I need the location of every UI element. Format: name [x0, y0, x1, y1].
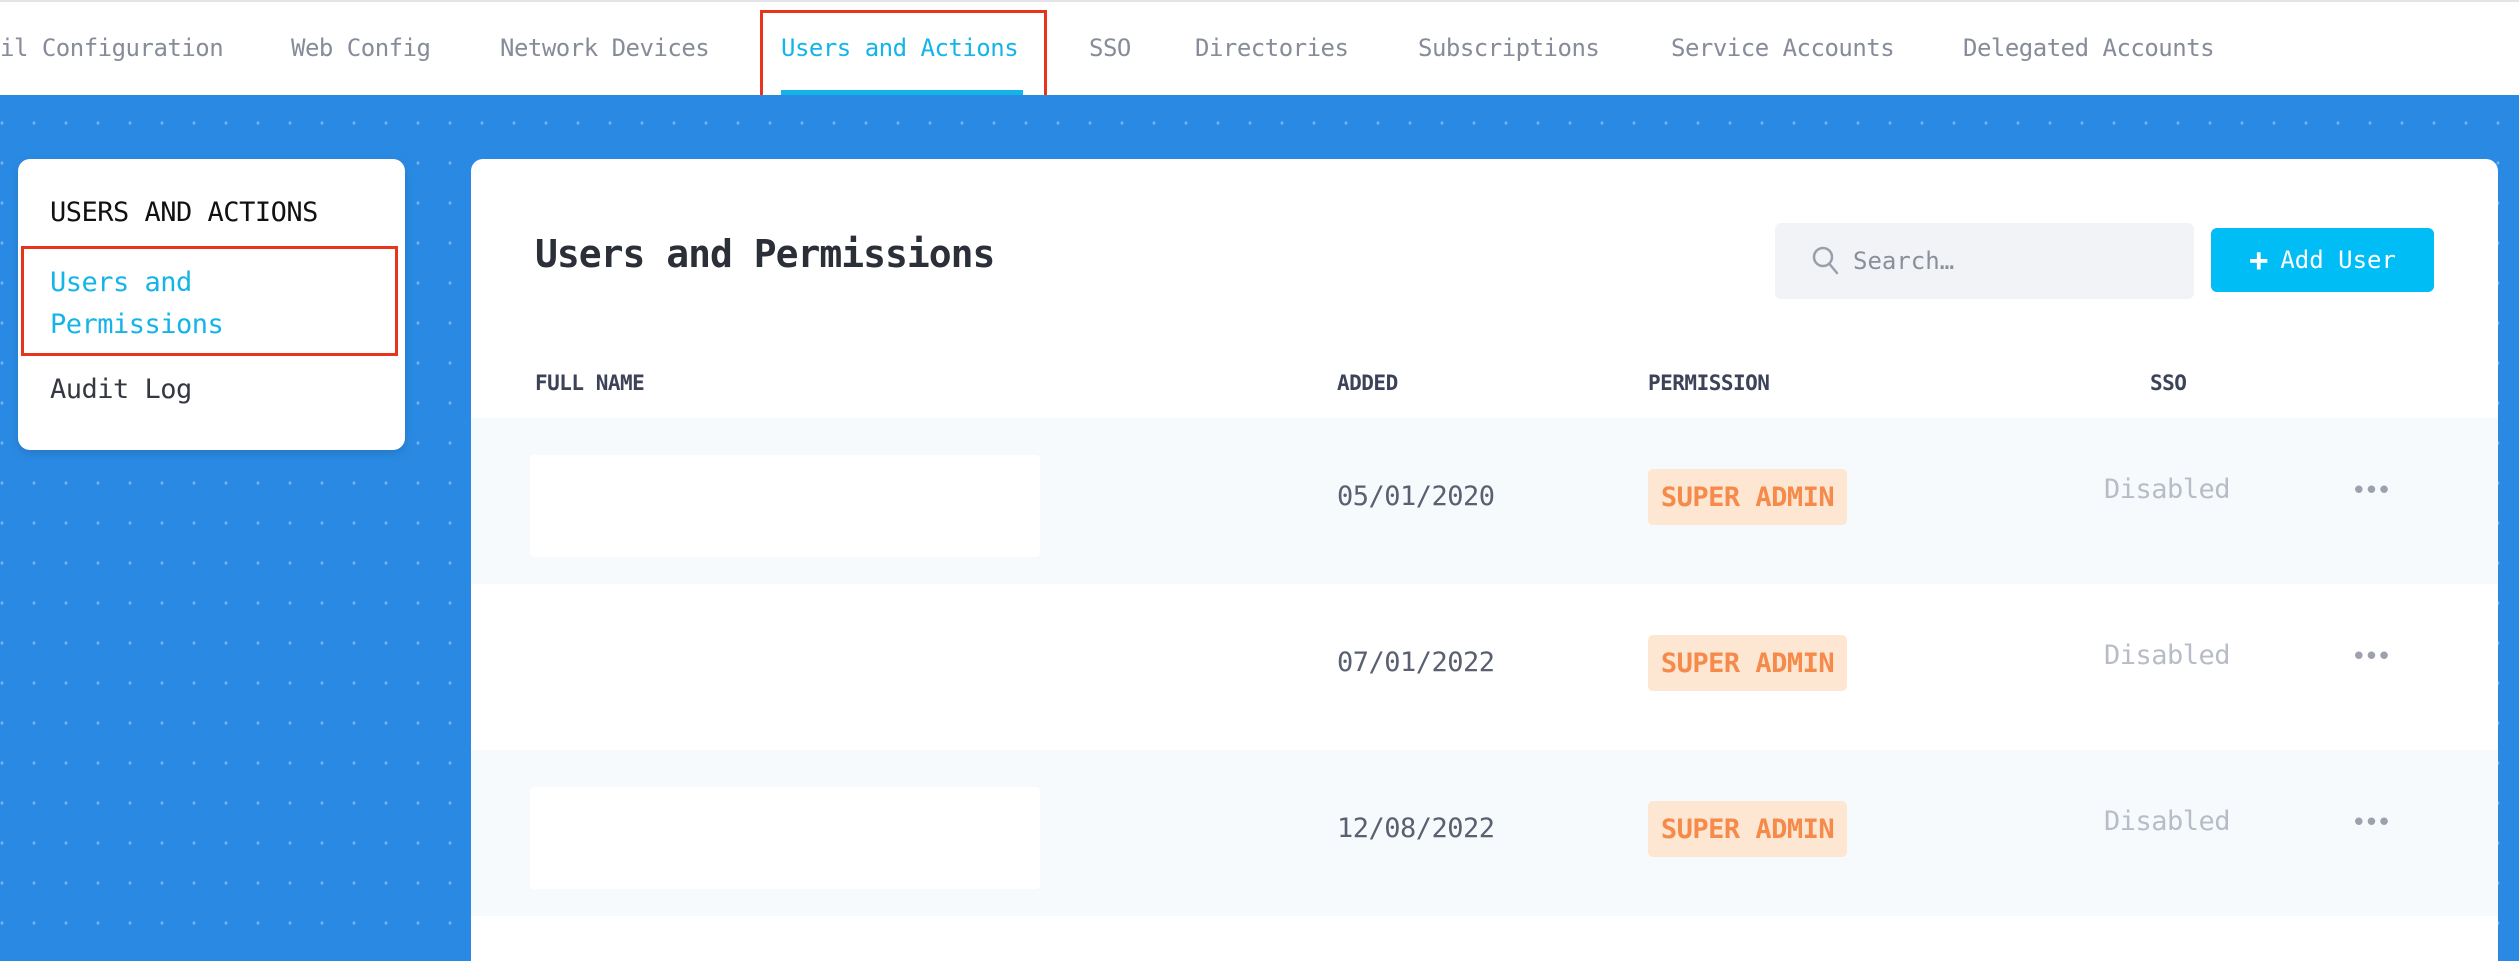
page-title: Users and Permissions	[535, 232, 995, 276]
column-header-permission[interactable]: PERMISSION	[1648, 371, 1770, 395]
tab-users-and-actions[interactable]: Users and Actions	[781, 34, 1019, 62]
table-row[interactable]: 12/08/2022 SUPER ADMIN Disabled •••	[471, 750, 2498, 916]
search-box[interactable]	[1775, 223, 2194, 299]
tab-web-config[interactable]: Web Config	[291, 34, 431, 62]
active-tab-indicator	[781, 90, 1023, 95]
added-date: 12/08/2022	[1337, 813, 1495, 844]
column-header-full-name[interactable]: FULL NAME	[535, 371, 645, 395]
add-user-button[interactable]: + Add User	[2211, 228, 2434, 292]
tab-network-devices[interactable]: Network Devices	[500, 34, 710, 62]
more-options-icon[interactable]: •••	[2351, 642, 2392, 672]
highlight-box-tab	[760, 10, 1047, 102]
sso-status: Disabled	[2104, 640, 2231, 671]
column-header-sso[interactable]: SSO	[2150, 371, 2187, 395]
search-icon	[1812, 246, 1839, 275]
tab-subscriptions[interactable]: Subscriptions	[1418, 34, 1600, 62]
sso-status: Disabled	[2104, 806, 2231, 837]
permission-badge: SUPER ADMIN	[1648, 635, 1847, 691]
sso-status: Disabled	[2104, 474, 2231, 505]
permission-badge: SUPER ADMIN	[1648, 801, 1847, 857]
full-name-cell	[530, 787, 1040, 889]
tab-directories[interactable]: Directories	[1195, 34, 1349, 62]
plus-icon: +	[2249, 241, 2269, 279]
tab-delegated-accounts[interactable]: Delegated Accounts	[1963, 34, 2215, 62]
table-row[interactable]: 05/01/2020 SUPER ADMIN Disabled •••	[471, 418, 2498, 584]
table-row[interactable]: 07/01/2022 SUPER ADMIN Disabled •••	[471, 584, 2498, 750]
add-user-label: Add User	[2280, 246, 2396, 274]
sidebar-item-label: Permissions	[50, 309, 224, 340]
tab-sso[interactable]: SSO	[1089, 34, 1131, 62]
search-input[interactable]	[1853, 223, 2173, 299]
sidebar-item-label: Users and	[50, 267, 192, 298]
column-header-added[interactable]: ADDED	[1337, 371, 1398, 395]
sidebar-title: USERS AND ACTIONS	[50, 197, 318, 228]
main-card: Users and Permissions + Add User FULL NA…	[471, 159, 2498, 961]
added-date: 05/01/2020	[1337, 481, 1495, 512]
top-nav: il Configuration Web Config Network Devi…	[0, 0, 2519, 95]
sidebar-item-audit-log[interactable]: Audit Log	[50, 374, 192, 405]
sidebar-item-users-and-permissions[interactable]: Users and Permissions	[50, 262, 224, 346]
tab-mail-configuration[interactable]: il Configuration	[0, 34, 224, 62]
highlight-box-sidebar	[21, 246, 398, 356]
more-options-icon[interactable]: •••	[2351, 476, 2392, 506]
added-date: 07/01/2022	[1337, 647, 1495, 678]
permission-badge: SUPER ADMIN	[1648, 469, 1847, 525]
more-options-icon[interactable]: •••	[2351, 808, 2392, 838]
full-name-cell	[530, 455, 1040, 557]
tab-service-accounts[interactable]: Service Accounts	[1671, 34, 1895, 62]
sidebar-card: USERS AND ACTIONS Users and Permissions …	[18, 159, 405, 450]
